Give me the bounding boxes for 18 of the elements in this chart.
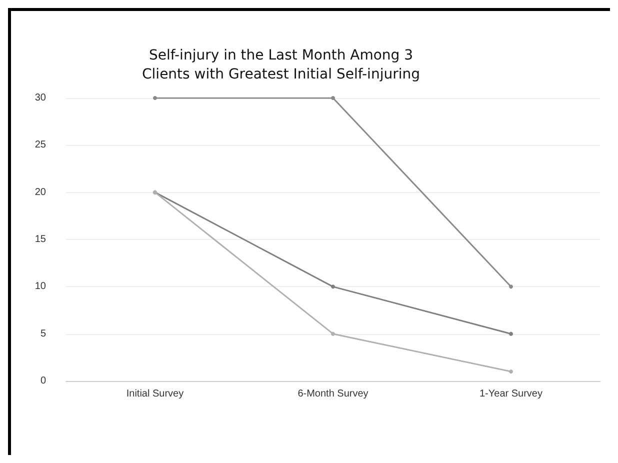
y-tick-label: 30 bbox=[34, 92, 46, 104]
y-tick-label: 15 bbox=[34, 234, 46, 245]
x-tick-label: Initial Survey bbox=[126, 388, 184, 400]
y-tick-label: 5 bbox=[40, 328, 46, 340]
point bbox=[331, 332, 335, 336]
point bbox=[153, 96, 157, 100]
point bbox=[331, 96, 335, 100]
point bbox=[331, 284, 335, 289]
point bbox=[509, 370, 513, 374]
x-tick-label: 1-Year Survey bbox=[480, 388, 542, 400]
point bbox=[509, 332, 513, 336]
y-tick-label: 25 bbox=[34, 140, 46, 151]
y-tick-label: 20 bbox=[34, 186, 46, 198]
chart-title: Self-injury in the Last Month Among 3 Clients with Greatest Initial Self-injuring bbox=[142, 48, 420, 82]
x-tick-label: 6-Month Survey bbox=[298, 388, 368, 400]
point bbox=[509, 284, 513, 289]
y-tick-label: 10 bbox=[34, 281, 46, 292]
y-tick-label: 0 bbox=[40, 376, 46, 386]
